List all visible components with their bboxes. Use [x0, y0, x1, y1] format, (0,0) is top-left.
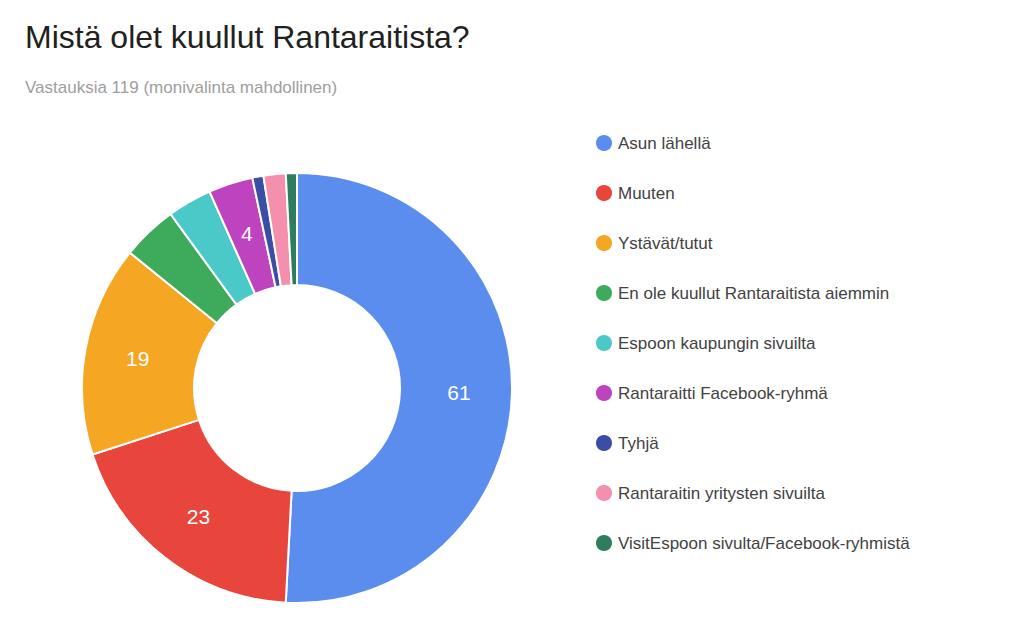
svg-text:Ystävät/tutut: Ystävät/tutut	[618, 234, 713, 253]
svg-text:Muuten: Muuten	[618, 184, 675, 203]
svg-text:En ole kuullut Rantaraitista a: En ole kuullut Rantaraitista aiemmin	[618, 284, 889, 303]
svg-text:4: 4	[241, 222, 253, 245]
svg-text:Rantaraitin yritysten sivuilta: Rantaraitin yritysten sivuilta	[618, 484, 825, 503]
svg-text:Vastauksia 119 (monivalinta ma: Vastauksia 119 (monivalinta mahdollinen)	[25, 78, 337, 97]
svg-text:23: 23	[187, 505, 210, 528]
svg-text:Tyhjä: Tyhjä	[618, 434, 659, 453]
svg-text:Asun lähellä: Asun lähellä	[618, 134, 711, 153]
svg-text:Espoon kaupungin sivuilta: Espoon kaupungin sivuilta	[618, 334, 816, 353]
svg-text:VisitEspoon sivulta/Facebook-r: VisitEspoon sivulta/Facebook-ryhmistä	[618, 534, 910, 553]
svg-text:Rantaraitti Facebook-ryhmä: Rantaraitti Facebook-ryhmä	[618, 384, 828, 403]
svg-text:19: 19	[126, 347, 149, 370]
svg-text:61: 61	[447, 381, 470, 404]
svg-text:Mistä olet kuullut Rantaraitis: Mistä olet kuullut Rantaraitista?	[25, 19, 470, 55]
